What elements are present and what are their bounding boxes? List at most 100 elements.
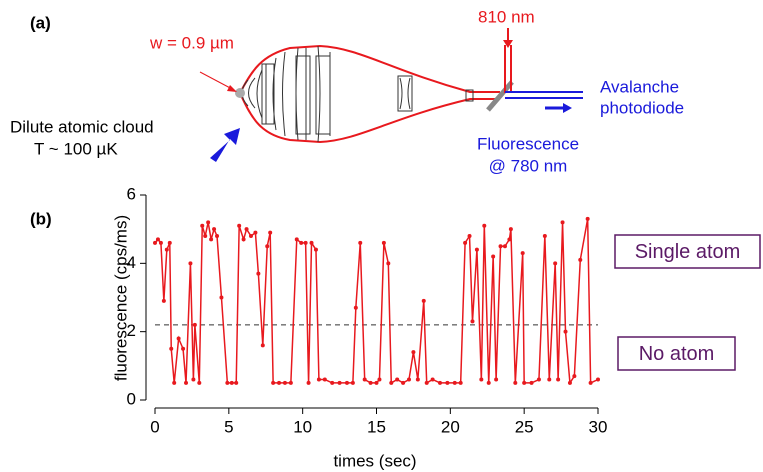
data-point: [277, 380, 282, 385]
data-point: [225, 380, 230, 385]
data-point: [556, 377, 561, 382]
data-point: [563, 329, 568, 334]
data-point: [482, 223, 487, 228]
data-point: [401, 380, 406, 385]
x-tick-label: 5: [224, 417, 233, 436]
data-point: [596, 377, 600, 382]
y-tick-label: 4: [127, 253, 136, 272]
data-point: [172, 380, 177, 385]
data-point: [508, 227, 513, 232]
data-point: [271, 380, 276, 385]
fluorescence-arrowhead: [563, 103, 572, 113]
data-point: [529, 380, 534, 385]
data-point: [309, 240, 314, 245]
beam: [239, 44, 500, 144]
data-point: [486, 380, 491, 385]
x-tick-label: 25: [515, 417, 534, 436]
data-point: [513, 380, 518, 385]
data-point: [229, 380, 234, 385]
data-point: [234, 380, 239, 385]
source-label: T ~ 100 µK: [34, 139, 118, 158]
data-point: [463, 240, 468, 245]
data-point: [470, 319, 475, 324]
data-point: [155, 237, 160, 242]
data-point: [374, 380, 379, 385]
data-point: [445, 380, 450, 385]
data-point: [362, 377, 367, 382]
data-point: [386, 261, 391, 266]
data-point: [164, 247, 169, 252]
data-point: [306, 380, 311, 385]
data-point: [479, 377, 484, 382]
lenses: [241, 45, 474, 143]
waist-pointerhead: [227, 85, 237, 92]
data-point: [578, 257, 583, 262]
data-point: [158, 240, 163, 245]
data-point: [181, 346, 186, 351]
data-point: [520, 251, 525, 256]
data-point: [368, 380, 373, 385]
data-point: [553, 261, 558, 266]
diagram: (a) w = 0.9 µm 810 nm Avalanche photodio…: [10, 7, 684, 175]
mirror: [486, 80, 514, 112]
data-point: [588, 380, 593, 385]
data-point: [188, 261, 193, 266]
fluorescence-beam: [505, 91, 583, 99]
data-point: [268, 230, 273, 235]
data-point: [241, 237, 246, 242]
x-tick-label: 15: [367, 417, 386, 436]
annotation: No atom: [639, 343, 715, 365]
data-point: [330, 380, 335, 385]
x-tick-label: 10: [293, 417, 312, 436]
data-point: [265, 244, 270, 249]
x-axis-title: times (sec): [333, 451, 416, 470]
data-point: [219, 295, 224, 300]
data-point: [200, 223, 205, 228]
data-point: [294, 237, 299, 242]
data-point: [572, 374, 577, 379]
data-point: [260, 343, 265, 348]
data-point: [498, 244, 503, 249]
data-point: [430, 377, 435, 382]
data-point: [424, 380, 429, 385]
data-point: [395, 377, 400, 382]
x-tick-label: 20: [441, 417, 460, 436]
data-point: [209, 237, 214, 242]
x-tick-label: 30: [589, 417, 608, 436]
data-point: [547, 377, 552, 382]
signal-label: @ 780 nm: [489, 156, 568, 175]
laser-beam: [504, 45, 512, 93]
data-point: [502, 244, 507, 249]
data-point: [192, 322, 197, 327]
data-point: [406, 377, 411, 382]
waist-label: w = 0.9 µm: [149, 33, 234, 52]
data-point: [237, 223, 242, 228]
y-tick-label: 0: [127, 389, 136, 408]
data-point: [153, 240, 157, 245]
annotation-box: [617, 336, 736, 371]
signal-label: Fluorescence: [477, 134, 579, 153]
data-point: [494, 377, 499, 382]
data-point: [567, 380, 572, 385]
data-point: [542, 234, 547, 238]
chart: (b) times (sec) fluorescence (cps/ms) 0 2…: [30, 184, 761, 470]
data-point: [585, 216, 590, 221]
data-point: [313, 247, 318, 252]
data-point: [215, 234, 220, 238]
data-point: [411, 350, 416, 355]
data-point: [389, 380, 394, 385]
data-point: [299, 240, 304, 245]
data-point: [253, 230, 258, 235]
data-point: [161, 298, 166, 303]
atom-arrow: [210, 128, 240, 162]
panel-label: (a): [30, 13, 51, 32]
data-point: [350, 380, 355, 385]
panel-label: (b): [30, 209, 52, 228]
data-point: [184, 380, 189, 385]
data-point: [522, 380, 527, 385]
data-point: [256, 271, 261, 276]
data-point: [337, 380, 342, 385]
y-axis-title: fluorescence (cps/ms): [111, 215, 130, 381]
data-point: [560, 220, 565, 225]
annotation: Single atom: [635, 241, 741, 263]
